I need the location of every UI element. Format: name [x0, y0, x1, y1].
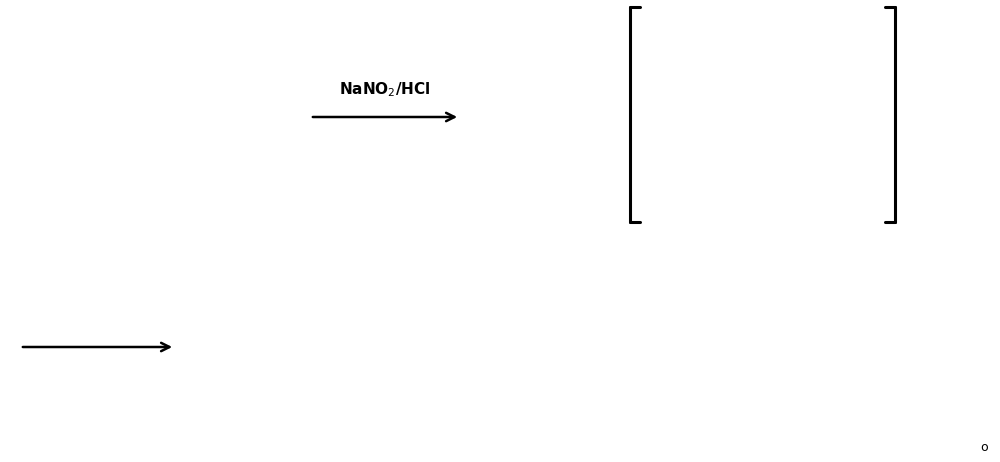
Text: NaNO$_2$/HCl: NaNO$_2$/HCl — [339, 80, 431, 99]
Text: o: o — [980, 441, 988, 454]
